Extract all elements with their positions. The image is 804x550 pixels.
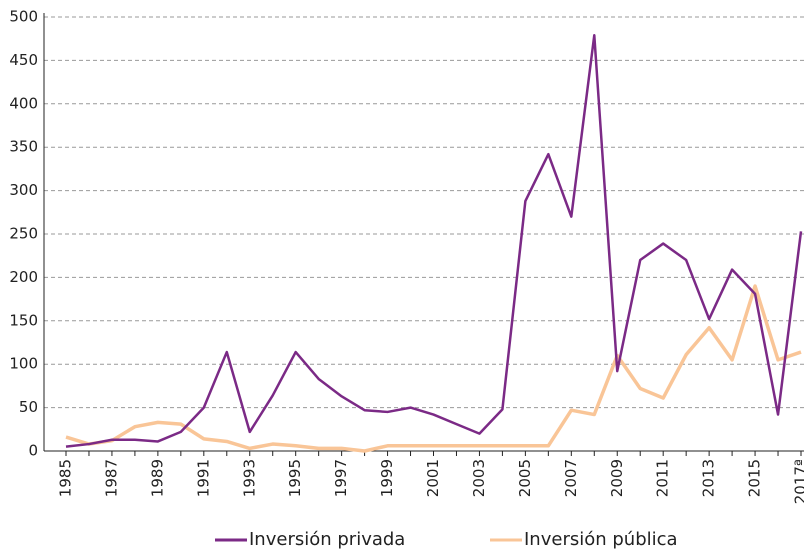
x-tick-label: 1985 — [57, 459, 75, 497]
y-tick-label: 250 — [9, 225, 38, 243]
x-tick-label: 1993 — [240, 459, 258, 497]
data-line — [65, 284, 802, 453]
x-tick-label: 2013 — [700, 459, 718, 497]
x-tick-label: 1989 — [148, 459, 166, 497]
x-tick-label: 2001 — [424, 459, 442, 497]
y-tick-label: 400 — [9, 94, 38, 112]
legend-label: Inversión privada — [249, 529, 405, 550]
y-tick-label: 350 — [9, 138, 38, 156]
x-tick-label: 1987 — [102, 459, 120, 497]
x-tick-label: 2007 — [562, 459, 580, 497]
y-tick-label: 450 — [9, 51, 38, 69]
x-tick-label: 1997 — [332, 459, 350, 497]
x-tick-label: 1999 — [378, 459, 396, 497]
y-tick-label: 0 — [28, 442, 38, 460]
x-tick-label: 1995 — [286, 459, 304, 497]
y-tick-label: 300 — [9, 181, 38, 199]
x-tick-label: 2009 — [608, 459, 626, 497]
legend-label: Inversión pública — [524, 529, 678, 550]
y-tick-label: 150 — [9, 311, 38, 329]
y-tick-label: 100 — [9, 355, 38, 373]
x-tick-label: 1991 — [194, 459, 212, 497]
y-tick-label: 50 — [19, 398, 38, 416]
x-tick-label: 2005 — [516, 459, 534, 497]
x-tick-label: 2017ª — [792, 459, 804, 504]
data-line — [65, 33, 803, 448]
x-tick-label: 2011 — [654, 459, 672, 497]
x-tick-label: 2015 — [746, 459, 764, 497]
y-tick-label: 500 — [9, 8, 38, 26]
x-tick-label: 2003 — [470, 459, 488, 497]
y-tick-label: 200 — [9, 268, 38, 286]
